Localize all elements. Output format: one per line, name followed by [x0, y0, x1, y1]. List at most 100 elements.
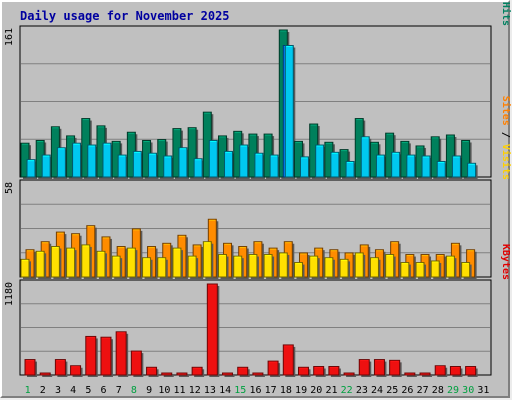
bar-sites-day-2 [35, 250, 47, 279]
bar-sites-day-28 [430, 260, 442, 279]
bar-kbytes-day-26 [404, 372, 417, 377]
bar-pages-day-13 [208, 139, 220, 179]
bar-kbytes-day-3-face [54, 359, 66, 376]
bar-kbytes-day-25-face [389, 359, 401, 376]
x-tick-label: 1 [25, 385, 31, 396]
bar-pages-day-11 [178, 147, 189, 179]
y-max-label: 161 [4, 28, 15, 46]
bar-pages-day-5 [87, 144, 98, 179]
bar-pages-day-21 [330, 151, 341, 179]
bar-sites-day-28-face [430, 260, 440, 278]
bar-kbytes-day-11-shadow [178, 375, 189, 377]
bar-kbytes-day-30 [465, 366, 478, 377]
bar-sites-day-24-face [369, 257, 379, 278]
bar-pages-day-22 [345, 160, 357, 179]
bar-pages-day-27 [421, 155, 433, 179]
bar-pages-day-18 [284, 45, 296, 179]
x-tick-label: 12 [189, 385, 201, 396]
bar-pages-day-26-face [406, 154, 416, 178]
bar-pages-day-12-face [193, 158, 203, 178]
bar-sites-day-17-face [263, 254, 273, 278]
bar-kbytes-day-2-shadow [42, 375, 53, 377]
bar-pages-day-17-face [269, 154, 279, 178]
bar-pages-day-14-face [224, 150, 234, 178]
bar-hits-day-30-face [461, 139, 471, 178]
bar-pages-day-14 [224, 150, 235, 179]
bar-kbytes-day-8-face [130, 350, 142, 376]
x-tick-label: 15 [234, 385, 246, 396]
bar-kbytes-day-19 [297, 366, 311, 377]
bar-sites-day-15-face [233, 255, 243, 278]
bar-pages-day-6-face [102, 142, 112, 178]
bar-hits-day-30 [461, 139, 472, 179]
bar-pages-day-25-face [391, 151, 401, 178]
bar-sites-day-14-face [218, 254, 228, 278]
bar-kbytes-day-14-shadow [224, 375, 235, 377]
bar-sites-day-19 [293, 262, 305, 279]
bar-kbytes-day-28 [434, 365, 448, 377]
x-tick-label: 5 [85, 385, 91, 396]
x-tick-label: 28 [432, 385, 444, 396]
bar-pages-day-2-face [41, 154, 51, 178]
bar-pages-day-19 [299, 156, 311, 179]
bar-sites-day-27-face [415, 262, 425, 278]
bar-kbytes-day-10-shadow [163, 375, 174, 377]
bar-pages-day-9 [148, 152, 159, 179]
bar-sites-day-6 [96, 250, 107, 279]
bar-kbytes-day-5-face [85, 335, 97, 376]
bar-pages-day-16 [254, 152, 265, 179]
bar-pages-day-29-face [451, 155, 461, 178]
bar-kbytes-day-14 [222, 372, 235, 377]
bar-sites-day-20 [309, 255, 320, 279]
bar-pages-day-25 [391, 151, 402, 179]
bar-sites-day-10 [157, 257, 168, 279]
bar-kbytes-day-7 [115, 331, 129, 377]
bar-pages-day-20-face [315, 144, 325, 178]
bar-kbytes-day-6-face [100, 336, 112, 376]
bar-sites-day-13-face [202, 241, 212, 278]
bar-sites-day-16 [248, 254, 259, 279]
bar-kbytes-day-27 [419, 372, 433, 377]
bar-sites-day-7-face [111, 255, 121, 278]
bar-hits-day-28 [430, 136, 442, 179]
bar-kbytes-day-16 [252, 372, 265, 377]
bar-kbytes-day-9 [146, 366, 159, 377]
bar-kbytes-day-2 [39, 372, 53, 377]
bar-hits-day-28-face [430, 136, 440, 178]
bar-pages-day-24-face [375, 154, 385, 178]
bar-sites-day-8 [126, 247, 138, 279]
y-max-label: 58 [4, 182, 15, 194]
bar-sites-day-18-face [278, 252, 288, 278]
bar-sites-day-22 [339, 258, 351, 279]
x-tick-label: 16 [249, 385, 261, 396]
bar-kbytes-day-18-face [282, 344, 294, 376]
x-tick-label: 18 [280, 385, 292, 396]
bar-sites-day-4-face [66, 247, 76, 278]
x-tick-label: 22 [341, 385, 353, 396]
bar-pages-day-19-face [299, 156, 309, 178]
bar-pages-day-16-face [254, 152, 264, 178]
bar-kbytes-day-13-face [206, 283, 218, 376]
bar-sites-day-3-face [50, 246, 60, 278]
legend-entry-sites: Sites [500, 96, 512, 126]
bar-pages-day-6 [102, 142, 113, 179]
bar-pages-day-17 [269, 154, 281, 179]
x-tick-label: 25 [386, 385, 398, 396]
bar-sites-day-13 [202, 241, 214, 279]
bar-pages-day-8-face [132, 150, 142, 178]
bar-sites-day-27 [415, 262, 427, 279]
bar-sites-day-26-face [400, 262, 410, 278]
x-tick-label: 3 [55, 385, 61, 396]
bar-sites-day-29 [445, 255, 457, 279]
bar-pages-day-1-face [26, 159, 36, 178]
x-tick-label: 7 [116, 385, 122, 396]
bar-kbytes-day-30-face [465, 366, 477, 376]
bar-sites-day-1-face [20, 258, 30, 278]
bar-kbytes-day-29 [449, 366, 463, 377]
bar-kbytes-day-13 [206, 283, 220, 377]
bar-sites-day-11-face [172, 247, 182, 278]
bar-pages-day-18-face [284, 45, 294, 178]
bar-kbytes-day-15 [237, 366, 250, 377]
bar-kbytes-day-3 [54, 359, 68, 377]
bar-hits-day-12-face [187, 127, 197, 178]
